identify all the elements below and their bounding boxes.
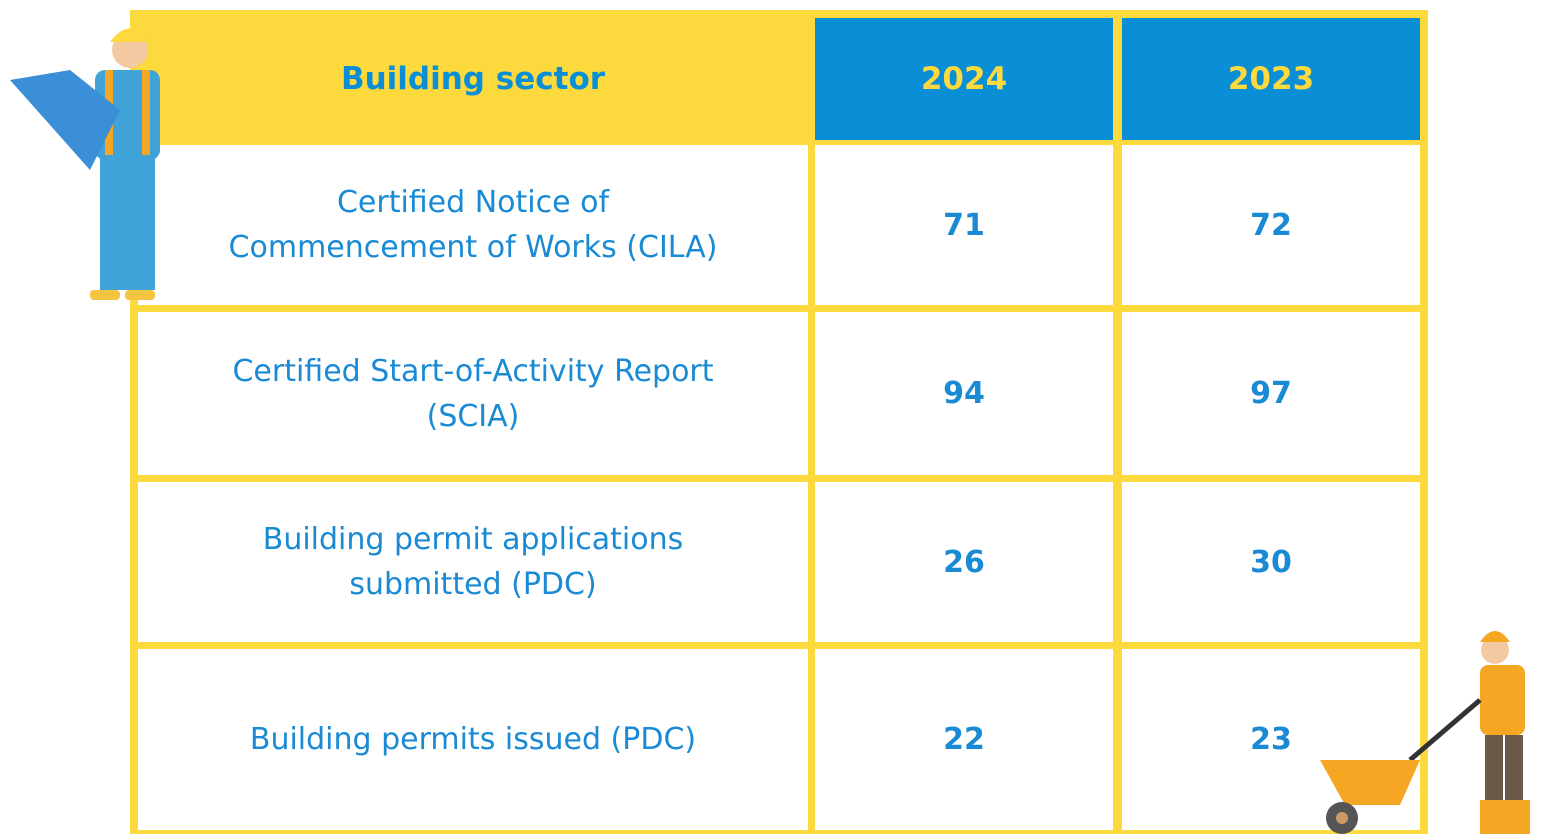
- worker-illustration: [1320, 631, 1530, 834]
- cell-value: 26: [815, 482, 1113, 642]
- row-label: Certified Start-of-Activity Report (SCIA…: [138, 312, 808, 475]
- header-title: Building sector: [340, 61, 606, 97]
- row-label: Building permits issued (PDC): [138, 649, 808, 830]
- row-label: Certified Notice of Commencement of Work…: [138, 145, 808, 305]
- cell-value: 23: [1122, 649, 1420, 830]
- table-frame: Building sector 2024 2023 Certified Notice…: [130, 10, 1428, 834]
- cell-value: 97: [1122, 312, 1420, 475]
- engineer-illustration: [10, 28, 160, 300]
- column-header: 2023: [1122, 18, 1420, 140]
- cell-value: 94: [815, 312, 1113, 475]
- row-label: Building permit applications submitted (…: [138, 482, 808, 642]
- cell-value: 30: [1122, 482, 1420, 642]
- cell-value: 72: [1122, 145, 1420, 305]
- column-header: 2024: [815, 18, 1113, 140]
- cell-value: 22: [815, 649, 1113, 830]
- cell-value: 71: [815, 145, 1113, 305]
